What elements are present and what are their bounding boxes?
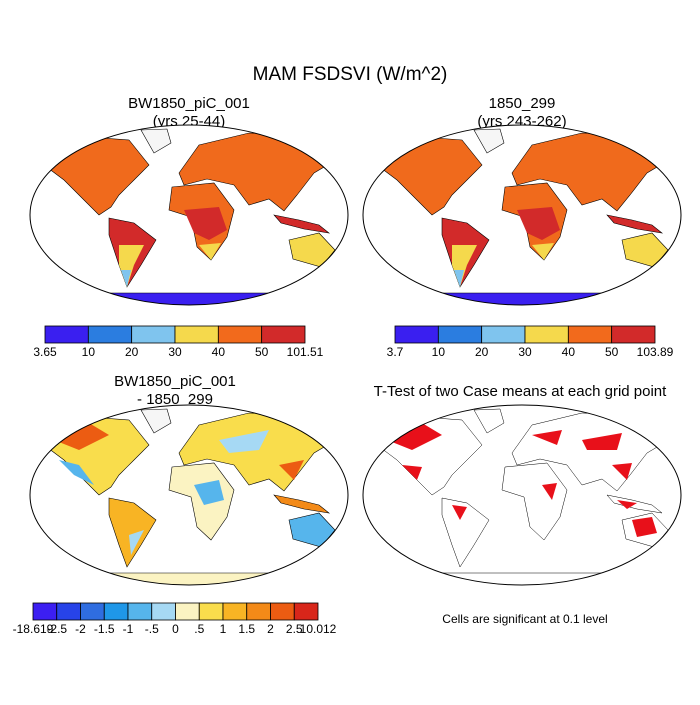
map: [362, 404, 682, 586]
colorbar-box: [246, 602, 271, 621]
colorbar-label: -1: [123, 622, 134, 636]
colorbar-label: -1.5: [94, 622, 115, 636]
note: Cells are significant at 0.1 level: [442, 612, 607, 626]
colorbar-label: 1.5: [238, 622, 255, 636]
colorbar-label: 40: [562, 345, 576, 359]
land: [363, 572, 681, 585]
colorbar-label: 20: [475, 345, 489, 359]
colorbar-label: 10: [432, 345, 446, 359]
colorbar-label: 3.65: [33, 345, 57, 359]
colorbar-box: [524, 325, 569, 344]
region: [184, 207, 227, 240]
region: [129, 530, 144, 555]
map: [362, 124, 682, 306]
colorbar-box: [261, 325, 306, 344]
region: [219, 430, 269, 453]
region: [121, 270, 131, 287]
colorbar-box: [481, 325, 526, 344]
panel-title: 1850_299: [489, 95, 556, 112]
colorbar-box: [44, 325, 89, 344]
colorbar-label: 2: [267, 622, 274, 636]
colorbar-label: -2.5: [46, 622, 67, 636]
colorbar-label: 1: [220, 622, 227, 636]
colorbar-box: [198, 602, 224, 621]
colorbar-label: 10: [82, 345, 96, 359]
colorbar-label: 3.7: [387, 345, 404, 359]
colorbar-label: -.5: [145, 622, 159, 636]
colorbar-box: [131, 325, 176, 344]
map-border: [29, 124, 349, 306]
colorbar-box: [394, 325, 439, 344]
colorbar-label: .5: [194, 622, 204, 636]
colorbar-box: [151, 602, 176, 621]
colorbar-label: 20: [125, 345, 139, 359]
colorbar-box: [32, 602, 58, 621]
colorbar-box: [217, 325, 263, 344]
colorbar-box: [270, 602, 295, 621]
colorbar-label: 40: [212, 345, 226, 359]
colorbar-box: [222, 602, 248, 621]
colorbar-box: [611, 325, 656, 344]
map: [29, 124, 349, 306]
region: [517, 207, 560, 240]
colorbar-label: 101.51: [287, 345, 324, 359]
map: [29, 404, 349, 586]
region: [454, 270, 464, 287]
colorbar-label: -18.619: [13, 622, 54, 636]
colorbar-box: [567, 325, 613, 344]
region: [59, 460, 94, 485]
colorbar-label: 103.89: [637, 345, 674, 359]
colorbar-label: 30: [518, 345, 532, 359]
colorbar-label: 0: [172, 622, 179, 636]
region: [532, 243, 554, 260]
colorbar-label: -2: [75, 622, 86, 636]
panel-title: BW1850_piC_001: [114, 373, 236, 390]
land: [30, 572, 348, 585]
map-border: [29, 404, 349, 586]
colorbar-label: 30: [168, 345, 182, 359]
figure-title: MAM FSDSVI (W/m^2): [253, 64, 448, 85]
panel-title: T-Test of two Case means at each grid po…: [374, 383, 667, 400]
land: [363, 292, 681, 305]
colorbar-label: 50: [255, 345, 269, 359]
colorbar-box: [103, 602, 129, 621]
colorbar-label: 10.012: [300, 622, 337, 636]
region: [279, 460, 304, 480]
region: [194, 480, 224, 505]
colorbar-box: [87, 325, 133, 344]
colorbar-label: 2.5: [286, 622, 303, 636]
map-border: [362, 404, 682, 586]
colorbar-box: [175, 602, 200, 621]
colorbar-box: [174, 325, 219, 344]
land: [30, 292, 348, 305]
panel-subtitle: - 1850_299: [137, 391, 213, 408]
region: [54, 423, 109, 450]
colorbar-box: [56, 602, 81, 621]
map-border: [362, 124, 682, 306]
colorbar-box: [437, 325, 483, 344]
colorbar-box: [80, 602, 105, 621]
colorbar-box: [293, 602, 319, 621]
region: [199, 243, 221, 260]
significant-cells: [387, 423, 657, 537]
colorbar-box: [127, 602, 153, 621]
panel-title: BW1850_piC_001: [128, 95, 250, 112]
colorbar-label: 50: [605, 345, 619, 359]
